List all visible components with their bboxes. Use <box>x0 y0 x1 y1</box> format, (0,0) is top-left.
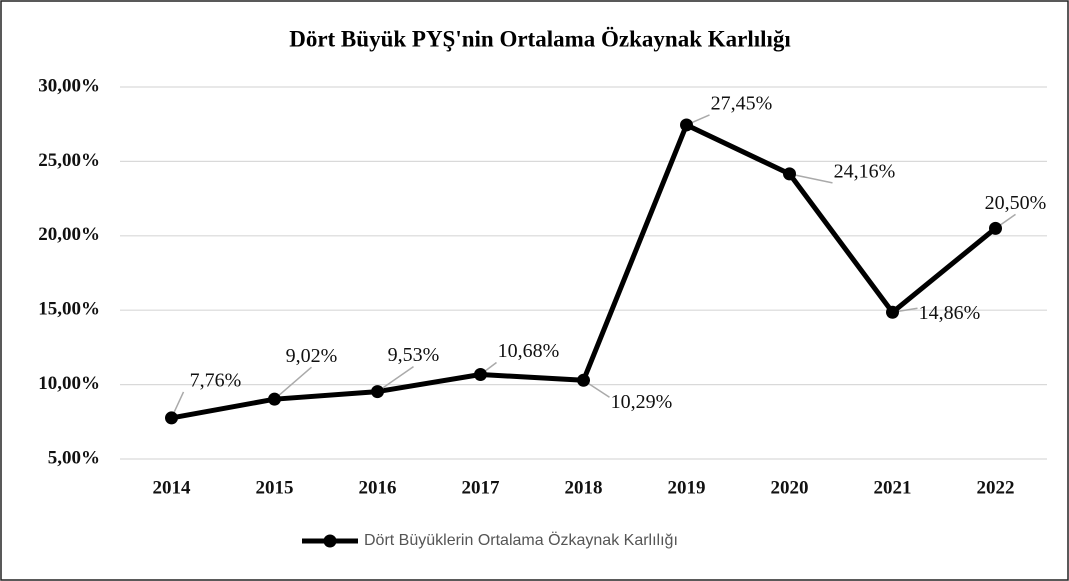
data-label: 10,29% <box>611 391 673 413</box>
y-tick-label: 15,00% <box>38 299 100 320</box>
data-point <box>268 392 281 406</box>
data-point <box>886 305 899 319</box>
x-tick-label: 2020 <box>771 477 809 498</box>
x-tick-label: 2015 <box>256 477 294 498</box>
y-tick-label: 30,00% <box>38 75 100 96</box>
data-label: 10,68% <box>498 340 560 362</box>
x-tick-label: 2021 <box>874 477 912 498</box>
y-tick-label: 20,00% <box>38 224 100 245</box>
leader-line <box>789 173 833 184</box>
data-label: 9,53% <box>388 344 440 366</box>
data-label: 24,16% <box>834 160 896 182</box>
data-point <box>577 373 590 387</box>
data-label: 20,50% <box>985 192 1047 214</box>
chart-title: Dört Büyük PYŞ'nin Ortalama Özkaynak Kar… <box>289 26 791 51</box>
leader-line <box>274 366 312 400</box>
y-tick-label: 10,00% <box>38 373 100 394</box>
x-tick-label: 2017 <box>462 477 501 498</box>
x-tick-label: 2018 <box>565 477 603 498</box>
data-point <box>474 367 487 381</box>
x-tick-label: 2014 <box>153 477 192 498</box>
x-tick-label: 2019 <box>668 477 706 498</box>
data-point <box>680 118 693 132</box>
legend-marker <box>323 534 337 548</box>
legend-label: Dört Büyüklerin Ortalama Özkaynak Karlıl… <box>364 531 678 549</box>
data-label: 14,86% <box>919 302 981 324</box>
x-tick-label: 2022 <box>977 477 1015 498</box>
data-point <box>989 221 1002 235</box>
data-label: 27,45% <box>711 93 773 115</box>
leader-line <box>377 365 414 393</box>
data-point <box>783 167 796 181</box>
data-point <box>165 411 178 425</box>
data-point <box>371 385 384 399</box>
data-label: 7,76% <box>190 370 242 392</box>
y-tick-label: 5,00% <box>48 447 100 468</box>
x-tick-label: 2016 <box>359 477 397 498</box>
y-tick-label: 25,00% <box>38 150 100 171</box>
data-label: 9,02% <box>286 345 338 367</box>
